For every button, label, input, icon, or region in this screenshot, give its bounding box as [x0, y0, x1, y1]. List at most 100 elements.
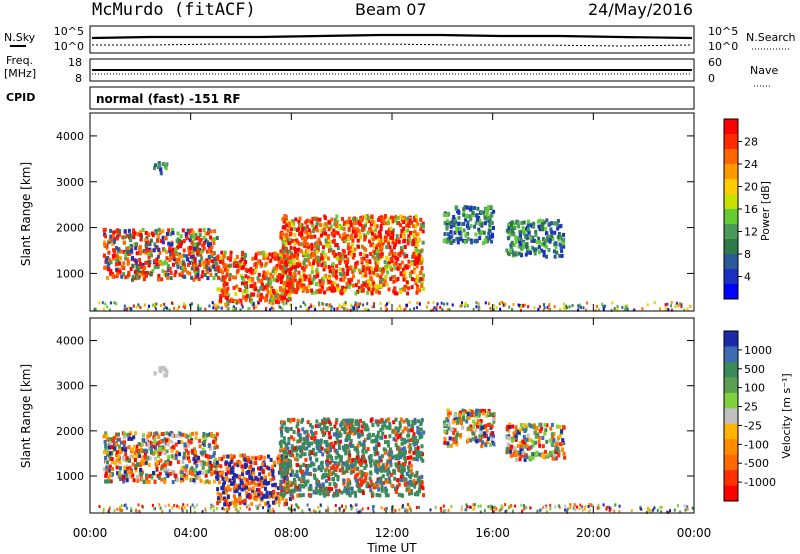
scatter-cell: [279, 492, 283, 496]
ground-scatter-cell: [308, 306, 311, 310]
scatter-cell: [523, 429, 527, 434]
scatter-cell: [341, 277, 345, 282]
scatter-cell: [176, 245, 180, 250]
ground-scatter-cell: [545, 510, 548, 514]
scatter-cell: [396, 257, 400, 261]
scatter-cell: [323, 472, 327, 477]
scatter-cell: [362, 479, 366, 484]
scatter-cell: [532, 425, 536, 430]
scatter-cell: [160, 432, 164, 436]
scatter-cell: [204, 473, 208, 478]
scatter-cell: [360, 471, 364, 476]
scatter-cell: [207, 443, 211, 448]
scatter-cell: [176, 231, 180, 236]
scatter-cell: [389, 463, 393, 468]
scatter-cell: [246, 458, 250, 463]
scatter-cell: [127, 251, 131, 256]
scatter-cell: [469, 412, 473, 417]
scatter-cell: [321, 250, 325, 255]
ground-scatter-cell: [350, 507, 353, 511]
scatter-cell: [281, 463, 285, 468]
scatter-cell: [290, 271, 294, 276]
colorbar-tick-label: 12: [744, 226, 758, 239]
scatter-cell: [508, 422, 512, 427]
scatter-cell: [483, 409, 487, 414]
scatter-cell: [166, 437, 170, 442]
scatter-cell: [219, 464, 223, 469]
scatter-cell: [385, 488, 389, 493]
scatter-cell: [560, 442, 564, 446]
scatter-cell: [209, 455, 213, 460]
scatter-cell: [479, 419, 483, 424]
scatter-cell: [366, 436, 370, 440]
ground-scatter-cell: [459, 304, 462, 308]
scatter-cell: [458, 415, 462, 420]
scatter-cell: [379, 237, 383, 241]
scatter-cell: [355, 455, 359, 460]
scatter-cell: [265, 287, 269, 292]
scatter-cell: [473, 421, 477, 426]
scatter-cell: [355, 227, 359, 232]
scatter-cell: [347, 433, 351, 438]
scatter-cell: [368, 270, 372, 275]
ground-scatter-cell: [302, 301, 305, 305]
scatter-cell: [330, 284, 334, 289]
scatter-cell: [205, 265, 209, 269]
scatter-cell: [286, 481, 290, 486]
scatter-cell: [535, 452, 539, 457]
scatter-cell: [397, 460, 401, 465]
scatter-cell: [251, 256, 255, 261]
scatter-cell: [327, 265, 331, 270]
scatter-cell: [416, 425, 420, 430]
scatter-cell: [182, 465, 186, 470]
scatter-cell: [209, 249, 213, 254]
scatter-cell: [353, 426, 357, 431]
ground-scatter-cell: [197, 308, 200, 312]
ground-scatter-cell: [257, 301, 260, 305]
scatter-cell: [111, 438, 115, 443]
scatter-cell: [391, 240, 395, 245]
scatter-cell: [153, 440, 157, 444]
scatter-cell: [264, 272, 268, 277]
scatter-cell: [327, 256, 330, 261]
scatter-cell: [307, 486, 311, 491]
scatter-cell: [411, 435, 415, 440]
scatter-cell: [183, 433, 187, 438]
scatter-cell: [406, 455, 410, 460]
scatter-cell: [170, 454, 174, 459]
scatter-cell: [332, 286, 336, 291]
scatter-cell: [531, 443, 535, 448]
scatter-cell: [286, 470, 290, 475]
scatter-cell: [476, 206, 480, 211]
scatter-cell: [257, 482, 261, 487]
scatter-cell: [378, 230, 382, 234]
scatter-cell: [464, 233, 468, 238]
ground-scatter-cell: [489, 308, 492, 312]
scatter-cell: [274, 496, 278, 501]
scatter-cell: [348, 459, 352, 464]
scatter-cell: [400, 478, 404, 483]
scatter-cell: [131, 462, 135, 467]
scatter-cell: [142, 433, 145, 438]
scatter-cell: [371, 423, 375, 427]
scatter-cell: [303, 430, 307, 435]
scatter-cell: [181, 460, 185, 465]
ground-scatter-cell: [520, 305, 523, 308]
scatter-cell: [543, 423, 547, 428]
scatter-cell: [307, 284, 311, 289]
scatter-cell: [416, 445, 420, 450]
ground-scatter-cell: [289, 303, 292, 307]
ground-scatter-cell: [318, 301, 321, 305]
scatter-cell: [456, 419, 460, 424]
scatter-cell: [192, 457, 196, 462]
scatter-cell: [330, 280, 334, 285]
scatter-cell: [111, 274, 115, 279]
scatter-cell: [328, 435, 332, 440]
scatter-cell: [245, 478, 249, 483]
scatter-cell: [229, 460, 233, 465]
scatter-cell: [220, 250, 224, 255]
scatter-cell: [131, 255, 135, 260]
scatter-cell: [347, 216, 351, 221]
scatter-cell: [285, 451, 289, 456]
scatter-cell: [307, 443, 311, 448]
